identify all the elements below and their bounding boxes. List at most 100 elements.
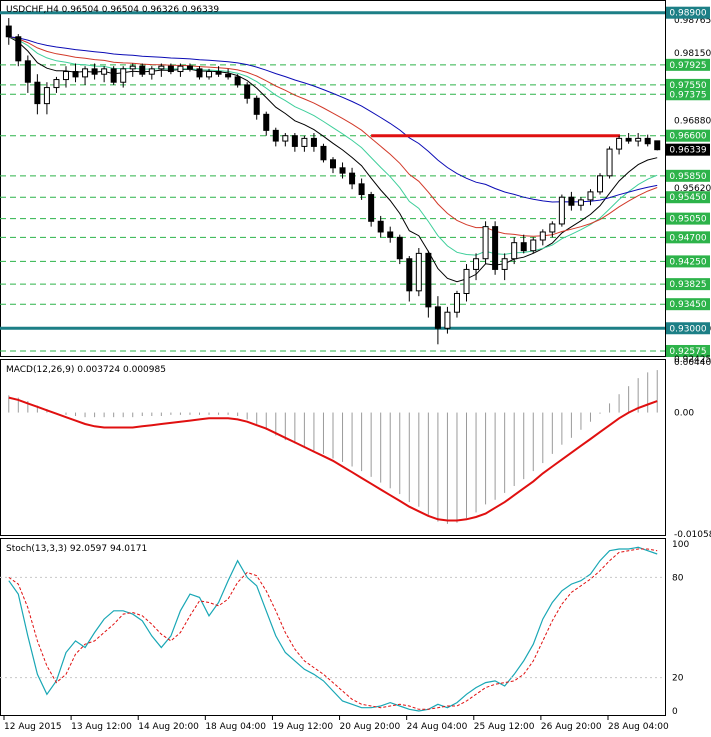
candle-body — [501, 258, 508, 270]
candle — [34, 74, 41, 115]
ma-red-line — [8, 36, 658, 237]
candle-body — [234, 76, 241, 86]
stoch-tick-label: 0 — [672, 707, 678, 717]
candle-body — [654, 140, 661, 151]
candle — [358, 178, 365, 200]
candle-body — [482, 226, 489, 260]
price-tag — [666, 278, 710, 291]
candle — [415, 248, 422, 297]
price-tick-label: 0.96880 — [674, 117, 711, 127]
level-tag-label: 0.96339 — [669, 146, 706, 156]
candle — [196, 66, 203, 80]
candle — [234, 74, 241, 88]
candle-body — [616, 137, 623, 150]
candle-body — [539, 231, 546, 241]
candle-body — [206, 71, 213, 78]
candle — [644, 134, 651, 147]
candle — [82, 66, 89, 85]
price-tick-label: 0.97375 — [669, 90, 706, 100]
candle — [167, 63, 174, 75]
candle — [244, 82, 251, 104]
candle-body — [368, 194, 375, 222]
candle — [425, 250, 432, 318]
candle — [530, 237, 537, 254]
candle-body — [272, 129, 279, 142]
price-pane — [0, 0, 666, 357]
candle-body — [358, 183, 365, 196]
candle — [444, 306, 451, 334]
candle-body — [577, 199, 584, 206]
symbol-header: USDCHF,H4 0.96504 0.96504 0.96326 0.9633… — [6, 5, 219, 15]
candle-body — [434, 306, 441, 329]
candle-body — [186, 65, 193, 70]
x-tick-label: 25 Aug 12:00 — [474, 722, 535, 732]
price-tag — [666, 169, 710, 182]
candle — [635, 133, 642, 147]
x-tick-label: 26 Aug 20:00 — [541, 722, 602, 732]
stoch-pane — [0, 538, 666, 716]
candle-body — [511, 242, 518, 260]
candle-body — [568, 196, 575, 206]
candle — [24, 55, 31, 93]
price-tag — [666, 298, 710, 311]
candle-body — [72, 71, 79, 78]
candle — [501, 253, 508, 281]
candle — [597, 173, 604, 195]
price-tag — [666, 344, 710, 357]
x-tick-label: 20 Aug 20:00 — [340, 722, 401, 732]
ma-slow-line — [8, 36, 658, 203]
price-tick-label: 0.95450 — [669, 193, 706, 203]
candle-body — [158, 65, 165, 70]
price-tick-label: 0.93450 — [669, 300, 706, 310]
candle-body — [625, 137, 632, 142]
candle — [349, 167, 356, 190]
candle-body — [263, 113, 270, 131]
candle-body — [225, 73, 232, 78]
price-tick-label: 0.97550 — [669, 81, 706, 91]
candle-body — [139, 65, 146, 75]
level-tag — [666, 143, 710, 156]
candle-body — [530, 239, 537, 252]
candle — [215, 66, 222, 77]
candle — [654, 140, 661, 151]
candle — [206, 68, 213, 80]
candle-body — [244, 84, 251, 99]
stoch-tick-label: 80 — [672, 573, 684, 583]
price-tag — [666, 88, 710, 101]
candle — [492, 221, 499, 275]
level-tag — [666, 6, 710, 19]
candle — [568, 191, 575, 211]
price-tag — [666, 58, 710, 71]
candle — [225, 68, 232, 80]
candle-body — [520, 242, 527, 252]
macd-tick-label: 0.00 — [674, 409, 694, 419]
candle-body — [396, 236, 403, 260]
candle-body — [5, 25, 12, 38]
candle-body — [15, 36, 22, 62]
price-tick-label: 0.96600 — [669, 132, 706, 142]
price-tag — [666, 231, 710, 244]
price-tick-label: 0.92425 — [674, 355, 711, 365]
price-tick-label: 0.94700 — [669, 233, 706, 243]
candle-body — [215, 71, 222, 75]
price-tag — [666, 255, 710, 268]
price-tick-label: 0.98765 — [674, 16, 711, 26]
candle — [482, 221, 489, 265]
candle — [282, 133, 289, 147]
ma-fast-line — [8, 36, 658, 283]
candle — [377, 215, 384, 238]
candle — [15, 34, 22, 67]
candle — [434, 296, 441, 345]
candle-body — [320, 145, 327, 161]
candle-body — [24, 60, 31, 83]
candle-body — [177, 65, 184, 73]
candle — [263, 111, 270, 136]
candle — [272, 127, 279, 147]
candle-body — [349, 172, 356, 185]
candle — [120, 66, 127, 88]
candle — [625, 133, 632, 144]
candle — [549, 221, 556, 238]
stoch-signal-line — [8, 548, 658, 710]
